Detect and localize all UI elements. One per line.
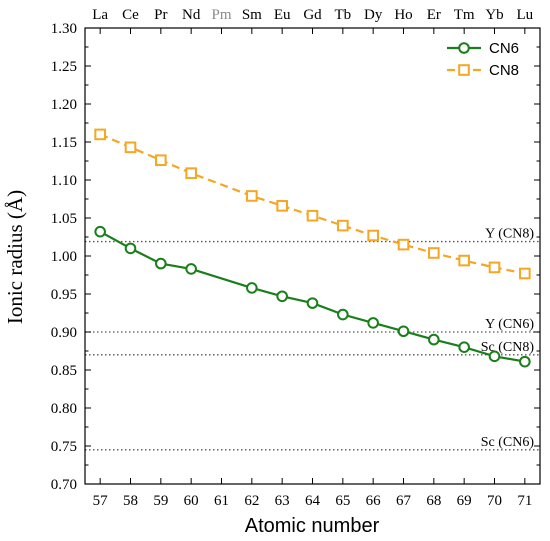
element-label-yb: Yb [485, 7, 503, 23]
x-tick-label: 59 [153, 493, 168, 509]
element-label-pm: Pm [211, 7, 231, 23]
data-point-cn8 [519, 267, 531, 280]
legend-marker-cn6 [458, 42, 470, 54]
x-tick-label: 67 [396, 493, 412, 509]
y-tick-label: 1.15 [51, 135, 77, 151]
data-point-cn6 [124, 242, 137, 255]
data-point-cn8 [397, 238, 410, 251]
x-tick-label: 57 [93, 493, 109, 509]
x-tick-label: 65 [335, 493, 350, 509]
y-tick-label: 1.05 [51, 211, 77, 227]
reference-label-2: Sc (CN8) [481, 340, 535, 355]
data-point-cn8 [94, 128, 106, 141]
y-tick-label: 0.95 [51, 287, 77, 303]
y-tick-label: 0.85 [51, 363, 77, 379]
x-tick-label: 60 [184, 493, 199, 509]
x-tick-label: 66 [366, 493, 382, 509]
element-label-dy: Dy [364, 7, 383, 23]
y-tick-label: 1.25 [51, 59, 77, 75]
y-tick-label: 0.90 [51, 325, 77, 341]
x-tick-label: 70 [487, 493, 502, 509]
data-point-cn6 [428, 333, 440, 346]
x-tick-label: 58 [123, 493, 138, 509]
reference-label-3: Sc (CN6) [481, 435, 535, 450]
data-point-cn6 [185, 263, 197, 275]
data-point-cn6 [367, 317, 379, 329]
plot-frame [84, 27, 541, 485]
x-tick-label: 64 [305, 493, 321, 509]
data-point-cn8 [367, 229, 379, 242]
data-point-cn6 [246, 282, 258, 294]
data-point-cn6 [94, 225, 106, 238]
element-label-ho: Ho [394, 7, 412, 23]
legend-label-cn8: CN8 [489, 62, 519, 79]
data-point-cn6 [397, 325, 410, 338]
x-axis-label: Atomic number [245, 515, 380, 537]
data-point-cn8 [246, 190, 258, 202]
element-label-pr: Pr [154, 7, 167, 23]
y-tick-label: 1.10 [51, 173, 77, 189]
data-point-cn6 [276, 290, 288, 303]
data-point-cn6 [488, 350, 501, 363]
reference-label-0: Y (CN8) [485, 227, 534, 242]
series-line-cn6 [99, 230, 525, 363]
element-label-sm: Sm [242, 7, 262, 23]
element-label-lu: Lu [516, 7, 533, 23]
legend-marker-cn8 [458, 64, 470, 76]
y-tick-label: 1.00 [51, 249, 77, 265]
data-point-cn6 [337, 308, 349, 321]
element-label-la: La [92, 7, 108, 23]
element-label-tm: Tm [454, 7, 475, 23]
y-tick-label: 0.80 [51, 401, 77, 417]
y-axis-label: Ionic radius (Å) [3, 190, 27, 324]
legend-label-cn6: CN6 [489, 40, 519, 57]
x-tick-label: 71 [517, 493, 532, 509]
x-tick-label: 62 [244, 493, 259, 509]
data-point-cn8 [306, 209, 319, 222]
x-tick-label: 69 [457, 493, 472, 509]
data-point-cn8 [155, 154, 167, 167]
data-point-cn8 [276, 200, 288, 212]
x-tick-label: 61 [214, 493, 229, 509]
y-tick-label: 1.30 [51, 21, 77, 37]
data-point-cn8 [428, 247, 440, 259]
data-point-cn6 [519, 355, 531, 368]
y-tick-label: 1.20 [51, 97, 77, 113]
data-point-cn6 [458, 341, 470, 354]
data-point-cn8 [458, 254, 470, 267]
element-label-nd: Nd [182, 7, 201, 23]
element-label-gd: Gd [303, 7, 322, 23]
x-tick-label: 63 [275, 493, 290, 509]
y-tick-label: 0.75 [51, 439, 77, 455]
reference-label-1: Y (CN6) [485, 317, 534, 332]
data-point-cn6 [306, 297, 319, 309]
data-point-cn8 [488, 261, 501, 274]
data-point-cn6 [155, 257, 167, 270]
data-point-cn8 [124, 141, 137, 154]
element-label-tb: Tb [334, 7, 351, 23]
element-label-eu: Eu [274, 7, 291, 23]
element-label-ce: Ce [122, 7, 139, 23]
data-point-cn8 [337, 219, 349, 232]
y-tick-label: 0.70 [51, 477, 77, 493]
data-point-cn8 [185, 167, 197, 179]
x-tick-label: 68 [426, 493, 441, 509]
element-label-er: Er [427, 7, 441, 23]
